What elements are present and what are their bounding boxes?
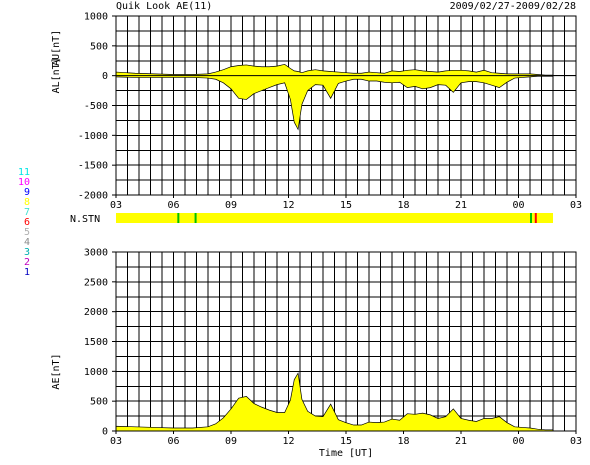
x-tick-label: 06	[167, 436, 179, 447]
x-tick-label: 06	[167, 200, 179, 211]
x-tick-label: 09	[225, 436, 237, 447]
x-tick-label: 03	[570, 200, 582, 211]
legend-item-2: 2	[24, 257, 30, 268]
y-tick-label: 1000	[84, 367, 108, 378]
nstn-label: N.STN	[70, 214, 100, 225]
station-mark	[530, 213, 532, 223]
legend-item-7: 7	[24, 207, 30, 218]
legend-item-10: 10	[18, 177, 30, 188]
x-tick-label: 12	[282, 436, 294, 447]
au-al-area	[115, 63, 554, 131]
y-axis-label-au: AU[nT]	[51, 30, 62, 66]
x-tick-label: 03	[570, 436, 582, 447]
legend-item-6: 6	[24, 217, 30, 228]
y-tick-label: 0	[102, 71, 108, 82]
legend-item-1: 1	[24, 267, 30, 278]
x-tick-label: 18	[397, 200, 409, 211]
date-range: 2009/02/27-2009/02/28	[450, 1, 576, 12]
x-tick-label: 03	[110, 200, 122, 211]
y-tick-label: 2500	[84, 277, 108, 288]
x-tick-label: 18	[397, 436, 409, 447]
x-tick-label: 21	[455, 436, 467, 447]
y-tick-label: 500	[90, 41, 108, 52]
y-axis-label-ae: AE[nT]	[51, 353, 62, 389]
x-tick-label: 00	[512, 200, 524, 211]
chart-title: Quik Look AE(11)	[116, 1, 212, 12]
station-mark	[177, 213, 180, 223]
legend-item-3: 3	[24, 247, 30, 258]
legend-item-4: 4	[24, 237, 30, 248]
legend-item-9: 9	[24, 187, 30, 198]
x-tick-label: 21	[455, 200, 467, 211]
x-tick-label: 15	[340, 200, 352, 211]
x-tick-label: 12	[282, 200, 294, 211]
y-axis-label-al: AL[nT]	[51, 57, 62, 93]
x-tick-label: 15	[340, 436, 352, 447]
y-tick-label: 2000	[84, 307, 108, 318]
legend-item-8: 8	[24, 197, 30, 208]
y-tick-label: -500	[84, 101, 108, 112]
x-tick-label: 00	[512, 436, 524, 447]
legend-item-5: 5	[24, 227, 30, 238]
y-tick-label: -1000	[78, 131, 108, 142]
x-axis-label: Time [UT]	[319, 448, 373, 459]
y-tick-label: -1500	[78, 161, 108, 172]
y-tick-label: 500	[90, 397, 108, 408]
station-mark	[194, 213, 197, 223]
legend-item-11: 11	[18, 167, 30, 178]
x-tick-label: 03	[110, 436, 122, 447]
station-count-bar: N.STN	[70, 213, 553, 225]
station-bar	[116, 213, 553, 223]
y-tick-label: 1000	[84, 12, 108, 23]
y-tick-label: 1500	[84, 337, 108, 348]
ae-area	[115, 372, 554, 432]
y-tick-label: 0	[102, 427, 108, 438]
y-tick-label: -2000	[78, 191, 108, 202]
station-mark	[534, 213, 537, 223]
x-tick-label: 09	[225, 200, 237, 211]
y-tick-label: 3000	[84, 248, 108, 259]
